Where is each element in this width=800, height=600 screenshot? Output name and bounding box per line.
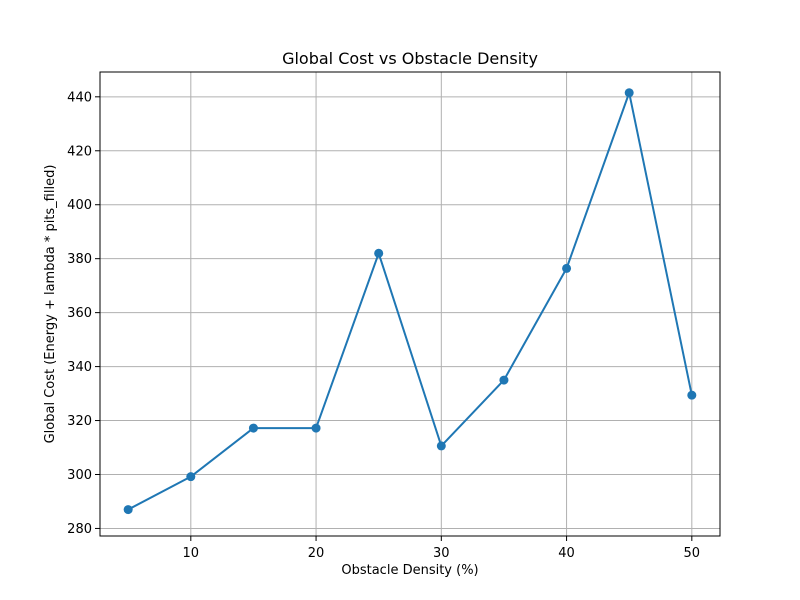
y-axis-label: Global Cost (Energy + lambda * pits_fill… [43, 165, 58, 444]
data-point [562, 263, 572, 273]
y-tick-label: 420 [67, 144, 92, 159]
x-tick-label: 40 [558, 546, 575, 561]
x-tick-label: 30 [433, 546, 450, 561]
x-tick-label: 50 [684, 546, 701, 561]
x-tick-label: 10 [183, 546, 200, 561]
series-layer [123, 88, 697, 515]
y-tick-label: 360 [67, 306, 92, 321]
x-axis-label: Obstacle Density (%) [341, 563, 478, 578]
y-tick-label: 380 [67, 252, 92, 267]
data-point [499, 375, 509, 385]
x-tick-label: 20 [308, 546, 325, 561]
series-line [127, 91, 693, 511]
data-point [311, 423, 321, 433]
y-tick-label: 280 [67, 522, 92, 537]
chart-title: Global Cost vs Obstacle Density [282, 49, 538, 68]
data-point [248, 423, 258, 433]
grid [100, 72, 720, 536]
data-point [624, 88, 634, 98]
y-tick-label: 440 [67, 90, 92, 105]
data-point [687, 390, 697, 400]
plot-frame [99, 71, 721, 537]
data-point [123, 505, 133, 515]
y-tick-label: 320 [67, 414, 92, 429]
y-tick-label: 300 [67, 468, 92, 483]
data-point [374, 248, 384, 258]
data-point [186, 472, 196, 482]
y-tick-label: 340 [67, 360, 92, 375]
data-point [436, 441, 446, 451]
axis-ticks: 10 20 30 40 50 280 300 320 340 360 380 400 420 440 [67, 90, 700, 561]
y-tick-label: 400 [67, 198, 92, 213]
